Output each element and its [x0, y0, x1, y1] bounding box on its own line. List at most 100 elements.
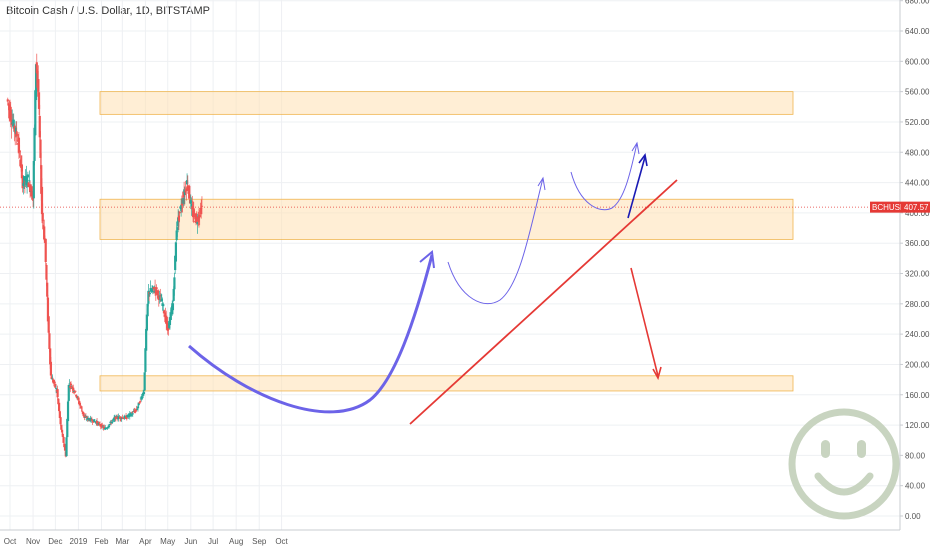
candle-body	[177, 217, 180, 227]
price-tag-value-box	[901, 201, 930, 213]
x-tick-label: Oct	[4, 537, 17, 546]
candle-body	[74, 390, 77, 392]
x-tick-label: Jun	[184, 537, 197, 546]
candle-body	[189, 200, 192, 204]
candle-body	[73, 391, 76, 393]
down-arrow-head	[652, 366, 662, 381]
candle-body	[149, 288, 152, 292]
y-tick-label: 680.00	[905, 0, 930, 6]
candle-body	[62, 436, 65, 443]
support-resistance-zones	[0, 91, 900, 392]
candle-body	[106, 427, 109, 429]
candle-body	[71, 386, 74, 389]
candle-body	[157, 295, 160, 300]
candle-body	[46, 282, 49, 297]
candle-body	[77, 397, 80, 401]
candle-body	[92, 419, 96, 422]
candle-body	[72, 387, 75, 391]
candle-body	[150, 290, 153, 292]
candle-body	[132, 411, 135, 413]
candle-body	[133, 411, 137, 413]
y-tick-label: 400.00	[905, 209, 930, 218]
candle-body	[114, 416, 117, 420]
candle-body	[67, 384, 70, 401]
candle-body	[156, 290, 160, 294]
candle-body	[146, 303, 149, 317]
candle-body	[60, 424, 63, 430]
y-tick-label: 80.00	[905, 451, 926, 460]
candle-body	[115, 415, 118, 417]
candle-body	[180, 207, 183, 209]
candle-body	[49, 361, 53, 376]
candle-body	[176, 227, 179, 231]
candle-body	[81, 410, 84, 412]
candle-body	[174, 242, 178, 262]
candle-body	[14, 127, 18, 135]
chart-drawings	[188, 141, 678, 425]
candle-body	[148, 292, 151, 295]
x-tick-label: Aug	[229, 537, 243, 546]
sr-zone	[99, 375, 794, 392]
candle-body	[101, 425, 104, 426]
x-tick-label: 2019	[70, 537, 88, 546]
candle-body	[69, 383, 73, 386]
candle-body	[151, 289, 154, 291]
candle-body	[47, 316, 50, 333]
candle-body	[28, 184, 32, 193]
candle-body	[130, 412, 134, 414]
candle-body	[16, 139, 19, 141]
candle-body	[129, 412, 132, 415]
up-arrow	[627, 156, 646, 219]
y-tick-label: 440.00	[905, 179, 930, 188]
candle-body	[10, 119, 13, 126]
candle-body	[128, 413, 131, 417]
candle-body	[56, 389, 59, 398]
y-tick-label: 640.00	[905, 27, 930, 36]
candle-body	[28, 180, 31, 182]
candle-body	[166, 323, 169, 331]
candle-body	[85, 418, 88, 420]
y-tick-label: 240.00	[905, 330, 930, 339]
candle-body	[26, 174, 29, 178]
candle-body	[159, 295, 162, 297]
candle-body	[108, 423, 111, 426]
y-tick-label: 320.00	[905, 270, 930, 279]
y-tick-label: 40.00	[905, 482, 926, 491]
candle-body	[37, 79, 40, 92]
candle-body	[127, 416, 130, 417]
candle-body	[60, 429, 64, 433]
candle-body	[93, 421, 96, 422]
chart-grid	[0, 0, 900, 530]
candle-body	[37, 92, 41, 109]
candle-body	[137, 402, 140, 406]
candle-body	[36, 70, 39, 83]
candle-body	[178, 211, 181, 214]
candle-body	[98, 423, 102, 426]
candle-body	[124, 415, 128, 419]
last-price-tag: BCHUSD 407.57	[870, 201, 930, 213]
price-tag-value: 407.57	[904, 203, 929, 212]
candle-body	[177, 215, 180, 221]
candle-body	[35, 62, 38, 74]
candle-body	[20, 164, 24, 172]
candle-body	[18, 150, 21, 153]
candle-body	[9, 109, 12, 121]
candle-body	[126, 414, 129, 418]
y-tick-label: 0.00	[905, 512, 921, 521]
candle-body	[142, 392, 146, 395]
y-tick-label: 560.00	[905, 88, 930, 97]
candle-body	[152, 287, 155, 289]
candle-body	[33, 127, 36, 161]
candle-body	[38, 115, 41, 138]
smiley-eye-left	[821, 440, 830, 458]
price-tag-symbol-box	[870, 201, 901, 213]
candle-body	[21, 175, 24, 189]
candle-body	[182, 198, 185, 204]
y-tick-label: 480.00	[905, 148, 930, 157]
candle-body	[102, 427, 105, 429]
candle-body	[84, 417, 87, 418]
candle-body	[44, 238, 47, 262]
candle-body	[185, 180, 189, 185]
